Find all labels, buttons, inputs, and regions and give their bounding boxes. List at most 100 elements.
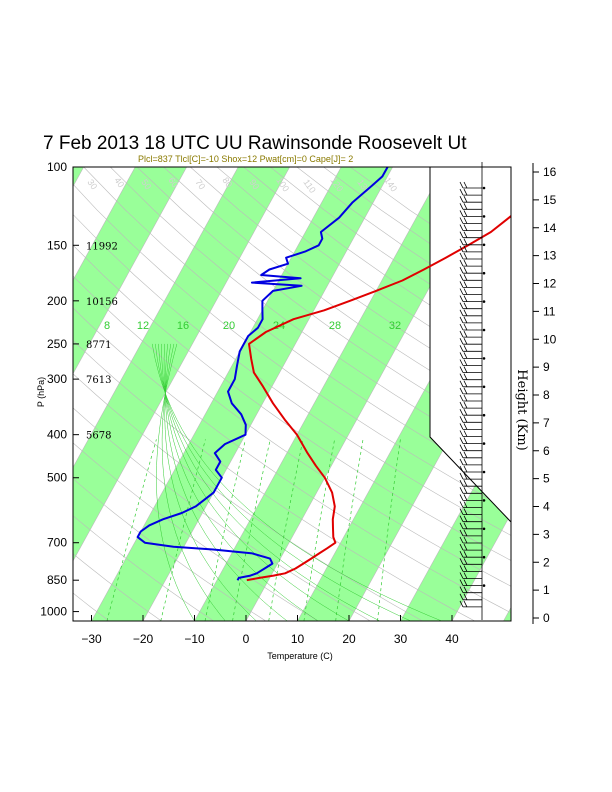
wind-barb-feather	[459, 430, 464, 437]
dry-adiabat	[73, 275, 511, 587]
temperature-tick-label: −10	[184, 632, 205, 646]
wind-barb-feather	[463, 472, 468, 480]
wind-barb-feather	[459, 259, 464, 267]
x-axis-label: Temperature (C)	[267, 651, 333, 661]
height-annotation: 7613	[86, 375, 111, 386]
wind-barb-feather	[463, 536, 468, 544]
pressure-tick-label: 700	[47, 536, 67, 550]
wind-barb-feather	[463, 196, 468, 203]
wind-barb-feather	[459, 217, 464, 224]
wind-barb-feather	[459, 472, 464, 480]
wind-barb-feather	[459, 536, 464, 544]
height-tick-label: 2	[543, 555, 550, 569]
wind-barb-feather	[463, 259, 468, 267]
mixing-ratio-label: 16	[177, 320, 189, 332]
wind-barb-feather	[463, 572, 468, 579]
mixing-ratio-label: 8	[104, 320, 110, 332]
pressure-tick-label: 850	[47, 573, 67, 587]
height-tick-label: 12	[543, 277, 557, 291]
wind-barb-dot	[482, 385, 486, 389]
pressure-tick-label: 500	[47, 471, 67, 485]
height-tick-label: 4	[543, 500, 550, 514]
wind-panel-border	[429, 167, 512, 523]
wind-barb-feather	[459, 572, 464, 579]
dry-adiabat	[73, 340, 475, 621]
isotherm-line	[73, 167, 187, 375]
wind-barb-feather	[463, 416, 468, 423]
wind-barb-feather	[459, 281, 464, 288]
mixing-ratio-lines: 8 12 16 20 24 28 32	[104, 320, 442, 621]
pressure-tick-label: 300	[47, 372, 67, 386]
moist-adiabat	[155, 343, 411, 621]
wind-barb-feather	[459, 203, 464, 210]
wind-barb-feather	[463, 480, 468, 487]
wind-barb-feather	[459, 593, 464, 600]
wind-barb-dot	[482, 243, 486, 247]
wind-barb-feather	[459, 401, 464, 409]
dry-adiabat	[136, 167, 511, 442]
wind-barb-feather	[459, 245, 464, 253]
wind-barb-feather	[459, 508, 464, 515]
wind-barb-feather	[463, 387, 468, 395]
wind-barb-feather	[463, 210, 468, 217]
dry-adiabat	[73, 407, 371, 621]
wind-barb-dot	[482, 271, 486, 275]
wind-barb-feather	[459, 494, 464, 501]
isotherm-label: 90	[247, 177, 261, 191]
wind-barb-feather	[459, 444, 464, 451]
wind-barb-feather	[463, 181, 468, 189]
isotherm-band	[91, 167, 393, 621]
mixing-ratio-line	[377, 439, 401, 621]
wind-barb-feather	[459, 302, 464, 309]
wind-barb-feather	[463, 338, 468, 345]
moist-adiabat	[151, 343, 442, 621]
pressure-tick-label: 250	[47, 337, 67, 351]
wind-barb-feather	[459, 480, 464, 487]
moist-adiabat	[156, 343, 195, 621]
wind-barb-feather	[463, 373, 468, 380]
wind-barb-feather	[459, 380, 464, 387]
wind-barb-feather	[463, 586, 468, 593]
wind-barb-feather	[459, 210, 464, 217]
mixing-ratio-line	[204, 439, 246, 621]
wind-barb-feather	[463, 366, 468, 373]
mixing-ratio-label: 20	[223, 320, 235, 332]
height-annotation: 11992	[86, 241, 118, 252]
wind-barb-feather	[459, 352, 464, 359]
wind-barb-feather	[463, 394, 468, 402]
wind-barb-feather	[463, 423, 468, 430]
wind-barb-feather	[463, 380, 468, 387]
wind-barb-dot	[482, 584, 486, 587]
wind-barb-feather	[459, 274, 464, 281]
dry-adiabat	[163, 167, 511, 420]
wind-barb-feather	[463, 267, 468, 274]
wind-barb-feather	[459, 487, 464, 494]
temperature-tick-label: 30	[394, 632, 408, 646]
wind-barb-dot	[482, 413, 486, 417]
wind-barb-feather	[459, 252, 464, 260]
wind-barb-feather	[459, 416, 464, 423]
wind-barb-feather	[463, 203, 468, 210]
wind-barb-feather	[463, 529, 468, 537]
height-tick-label: 5	[543, 472, 550, 486]
height-tick-label: 9	[543, 360, 550, 374]
dry-adiabat	[83, 167, 511, 488]
wind-barb-feather	[463, 458, 468, 466]
wind-barb-feather	[459, 437, 464, 444]
plot-frame	[72, 166, 512, 622]
isotherm-line	[73, 167, 290, 562]
wind-barb-feather	[459, 465, 464, 473]
wind-barb-feather	[463, 508, 468, 515]
wind-barb-feather	[459, 238, 464, 245]
wind-barb-dot	[482, 300, 486, 303]
wind-barb-feather	[463, 231, 468, 238]
temperature-tick-label: 40	[445, 632, 459, 646]
wind-barb-dot	[482, 328, 486, 332]
wind-barb-dot	[482, 527, 486, 531]
wind-barb-feather	[459, 288, 464, 295]
wind-barb-feather	[459, 231, 464, 238]
wind-barb-dot	[482, 186, 486, 190]
wind-barb-feather	[463, 217, 468, 224]
wind-barb-feather	[459, 600, 464, 608]
